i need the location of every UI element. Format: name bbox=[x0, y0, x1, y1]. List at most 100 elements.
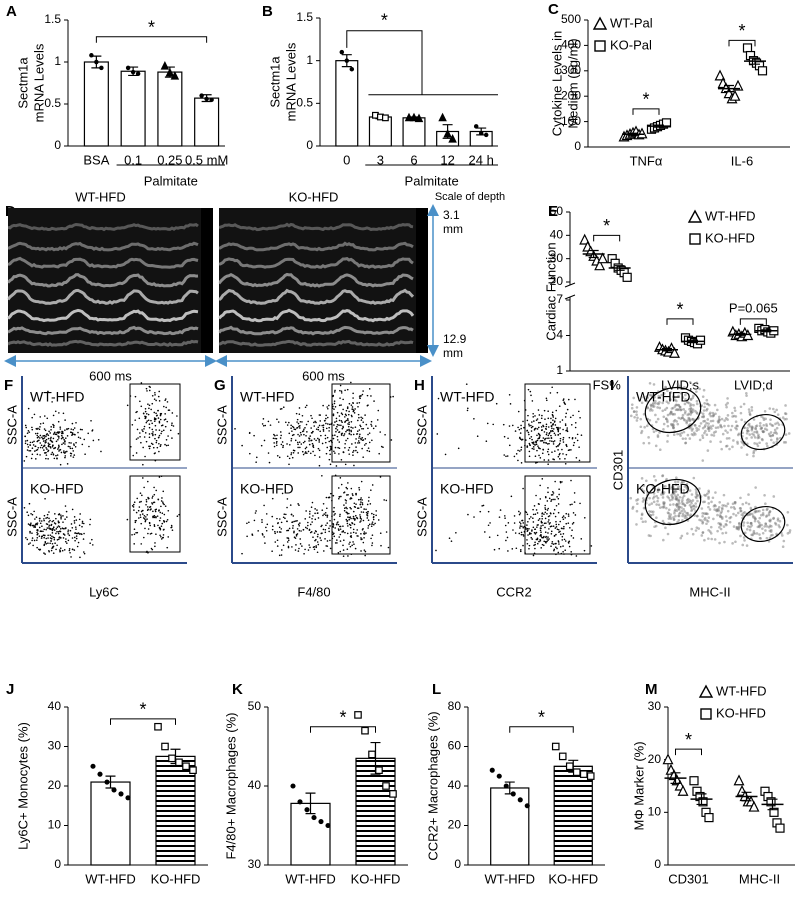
event-dot bbox=[162, 512, 164, 514]
event-dot bbox=[700, 422, 703, 425]
event-dot bbox=[263, 536, 265, 538]
legend-label: KO-HFD bbox=[716, 705, 766, 720]
event-dot bbox=[288, 547, 290, 549]
event-dot bbox=[536, 526, 538, 528]
event-dot bbox=[520, 523, 522, 525]
point bbox=[484, 133, 488, 137]
event-dot bbox=[176, 415, 178, 417]
event-dot bbox=[340, 496, 342, 498]
flow-sample-label: KO-HFD bbox=[30, 481, 84, 497]
event-dot bbox=[28, 431, 30, 433]
event-dot bbox=[523, 427, 525, 429]
event-dot bbox=[358, 440, 360, 442]
event-dot bbox=[348, 411, 350, 413]
event-dot bbox=[697, 428, 700, 431]
event-dot bbox=[66, 516, 68, 518]
event-dot bbox=[661, 506, 664, 509]
event-dot bbox=[336, 465, 338, 467]
bar bbox=[554, 766, 592, 865]
event-dot bbox=[718, 416, 721, 419]
event-dot bbox=[31, 427, 33, 429]
event-dot bbox=[528, 389, 530, 391]
event-dot bbox=[550, 392, 552, 394]
event-dot bbox=[698, 425, 701, 428]
event-dot bbox=[552, 499, 554, 501]
event-dot bbox=[160, 415, 162, 417]
event-dot bbox=[554, 433, 556, 435]
event-dot bbox=[730, 506, 733, 509]
event-dot bbox=[274, 531, 276, 533]
event-dot bbox=[58, 533, 60, 535]
event-dot bbox=[131, 534, 133, 536]
event-dot bbox=[367, 434, 369, 436]
event-dot bbox=[309, 435, 311, 437]
event-dot bbox=[142, 447, 144, 449]
event-dot bbox=[63, 450, 65, 452]
event-dot bbox=[712, 420, 715, 423]
event-dot bbox=[739, 507, 742, 510]
event-dot bbox=[165, 418, 167, 420]
event-dot bbox=[47, 534, 49, 536]
event-dot bbox=[299, 441, 301, 443]
point bbox=[581, 771, 587, 777]
event-dot bbox=[39, 437, 41, 439]
event-dot bbox=[312, 443, 314, 445]
event-dot bbox=[554, 420, 556, 422]
event-dot bbox=[341, 392, 343, 394]
event-dot bbox=[570, 480, 572, 482]
event-dot bbox=[164, 521, 166, 523]
event-dot bbox=[163, 529, 165, 531]
event-dot bbox=[488, 524, 490, 526]
event-dot bbox=[139, 506, 141, 508]
event-dot bbox=[746, 427, 749, 430]
event-dot bbox=[561, 528, 563, 530]
event-dot bbox=[520, 512, 522, 514]
event-dot bbox=[328, 430, 330, 432]
event-dot bbox=[50, 438, 52, 440]
event-dot bbox=[346, 512, 348, 514]
time-label: 600 ms bbox=[302, 368, 345, 383]
event-dot bbox=[32, 514, 34, 516]
event-dot bbox=[328, 405, 330, 407]
event-dot bbox=[641, 513, 644, 516]
y-tick-label: 50 bbox=[550, 204, 564, 218]
event-dot bbox=[551, 437, 553, 439]
event-dot bbox=[557, 392, 559, 394]
event-dot bbox=[692, 404, 695, 407]
x-tick-label: KO-HFD bbox=[151, 871, 201, 886]
event-dot bbox=[59, 551, 61, 553]
event-dot bbox=[78, 532, 80, 534]
event-dot bbox=[287, 455, 289, 457]
event-dot bbox=[342, 545, 344, 547]
event-dot bbox=[74, 537, 76, 539]
point bbox=[204, 97, 208, 101]
event-dot bbox=[655, 445, 658, 448]
event-dot bbox=[171, 437, 173, 439]
event-dot bbox=[782, 545, 785, 548]
event-dot bbox=[27, 449, 29, 451]
event-dot bbox=[353, 465, 355, 467]
event-dot bbox=[287, 498, 289, 500]
event-dot bbox=[551, 451, 553, 453]
event-dot bbox=[571, 503, 573, 505]
event-dot bbox=[679, 537, 682, 540]
event-dot bbox=[72, 448, 74, 450]
event-dot bbox=[709, 440, 712, 443]
event-dot bbox=[314, 513, 316, 515]
y-tick-label: 40 bbox=[550, 228, 564, 242]
event-dot bbox=[504, 517, 506, 519]
event-dot bbox=[352, 451, 354, 453]
event-dot bbox=[530, 537, 532, 539]
event-dot bbox=[358, 437, 360, 439]
event-dot bbox=[712, 518, 715, 521]
event-dot bbox=[302, 415, 304, 417]
event-dot bbox=[266, 513, 268, 515]
y-axis-label: Ly6C+ Monocytes (%) bbox=[15, 722, 30, 850]
event-dot bbox=[306, 452, 308, 454]
legend-marker bbox=[690, 234, 700, 244]
event-dot bbox=[335, 431, 337, 433]
event-dot bbox=[662, 501, 665, 504]
y-tick-label: 80 bbox=[448, 699, 462, 713]
event-dot bbox=[575, 422, 577, 424]
event-dot bbox=[334, 434, 336, 436]
